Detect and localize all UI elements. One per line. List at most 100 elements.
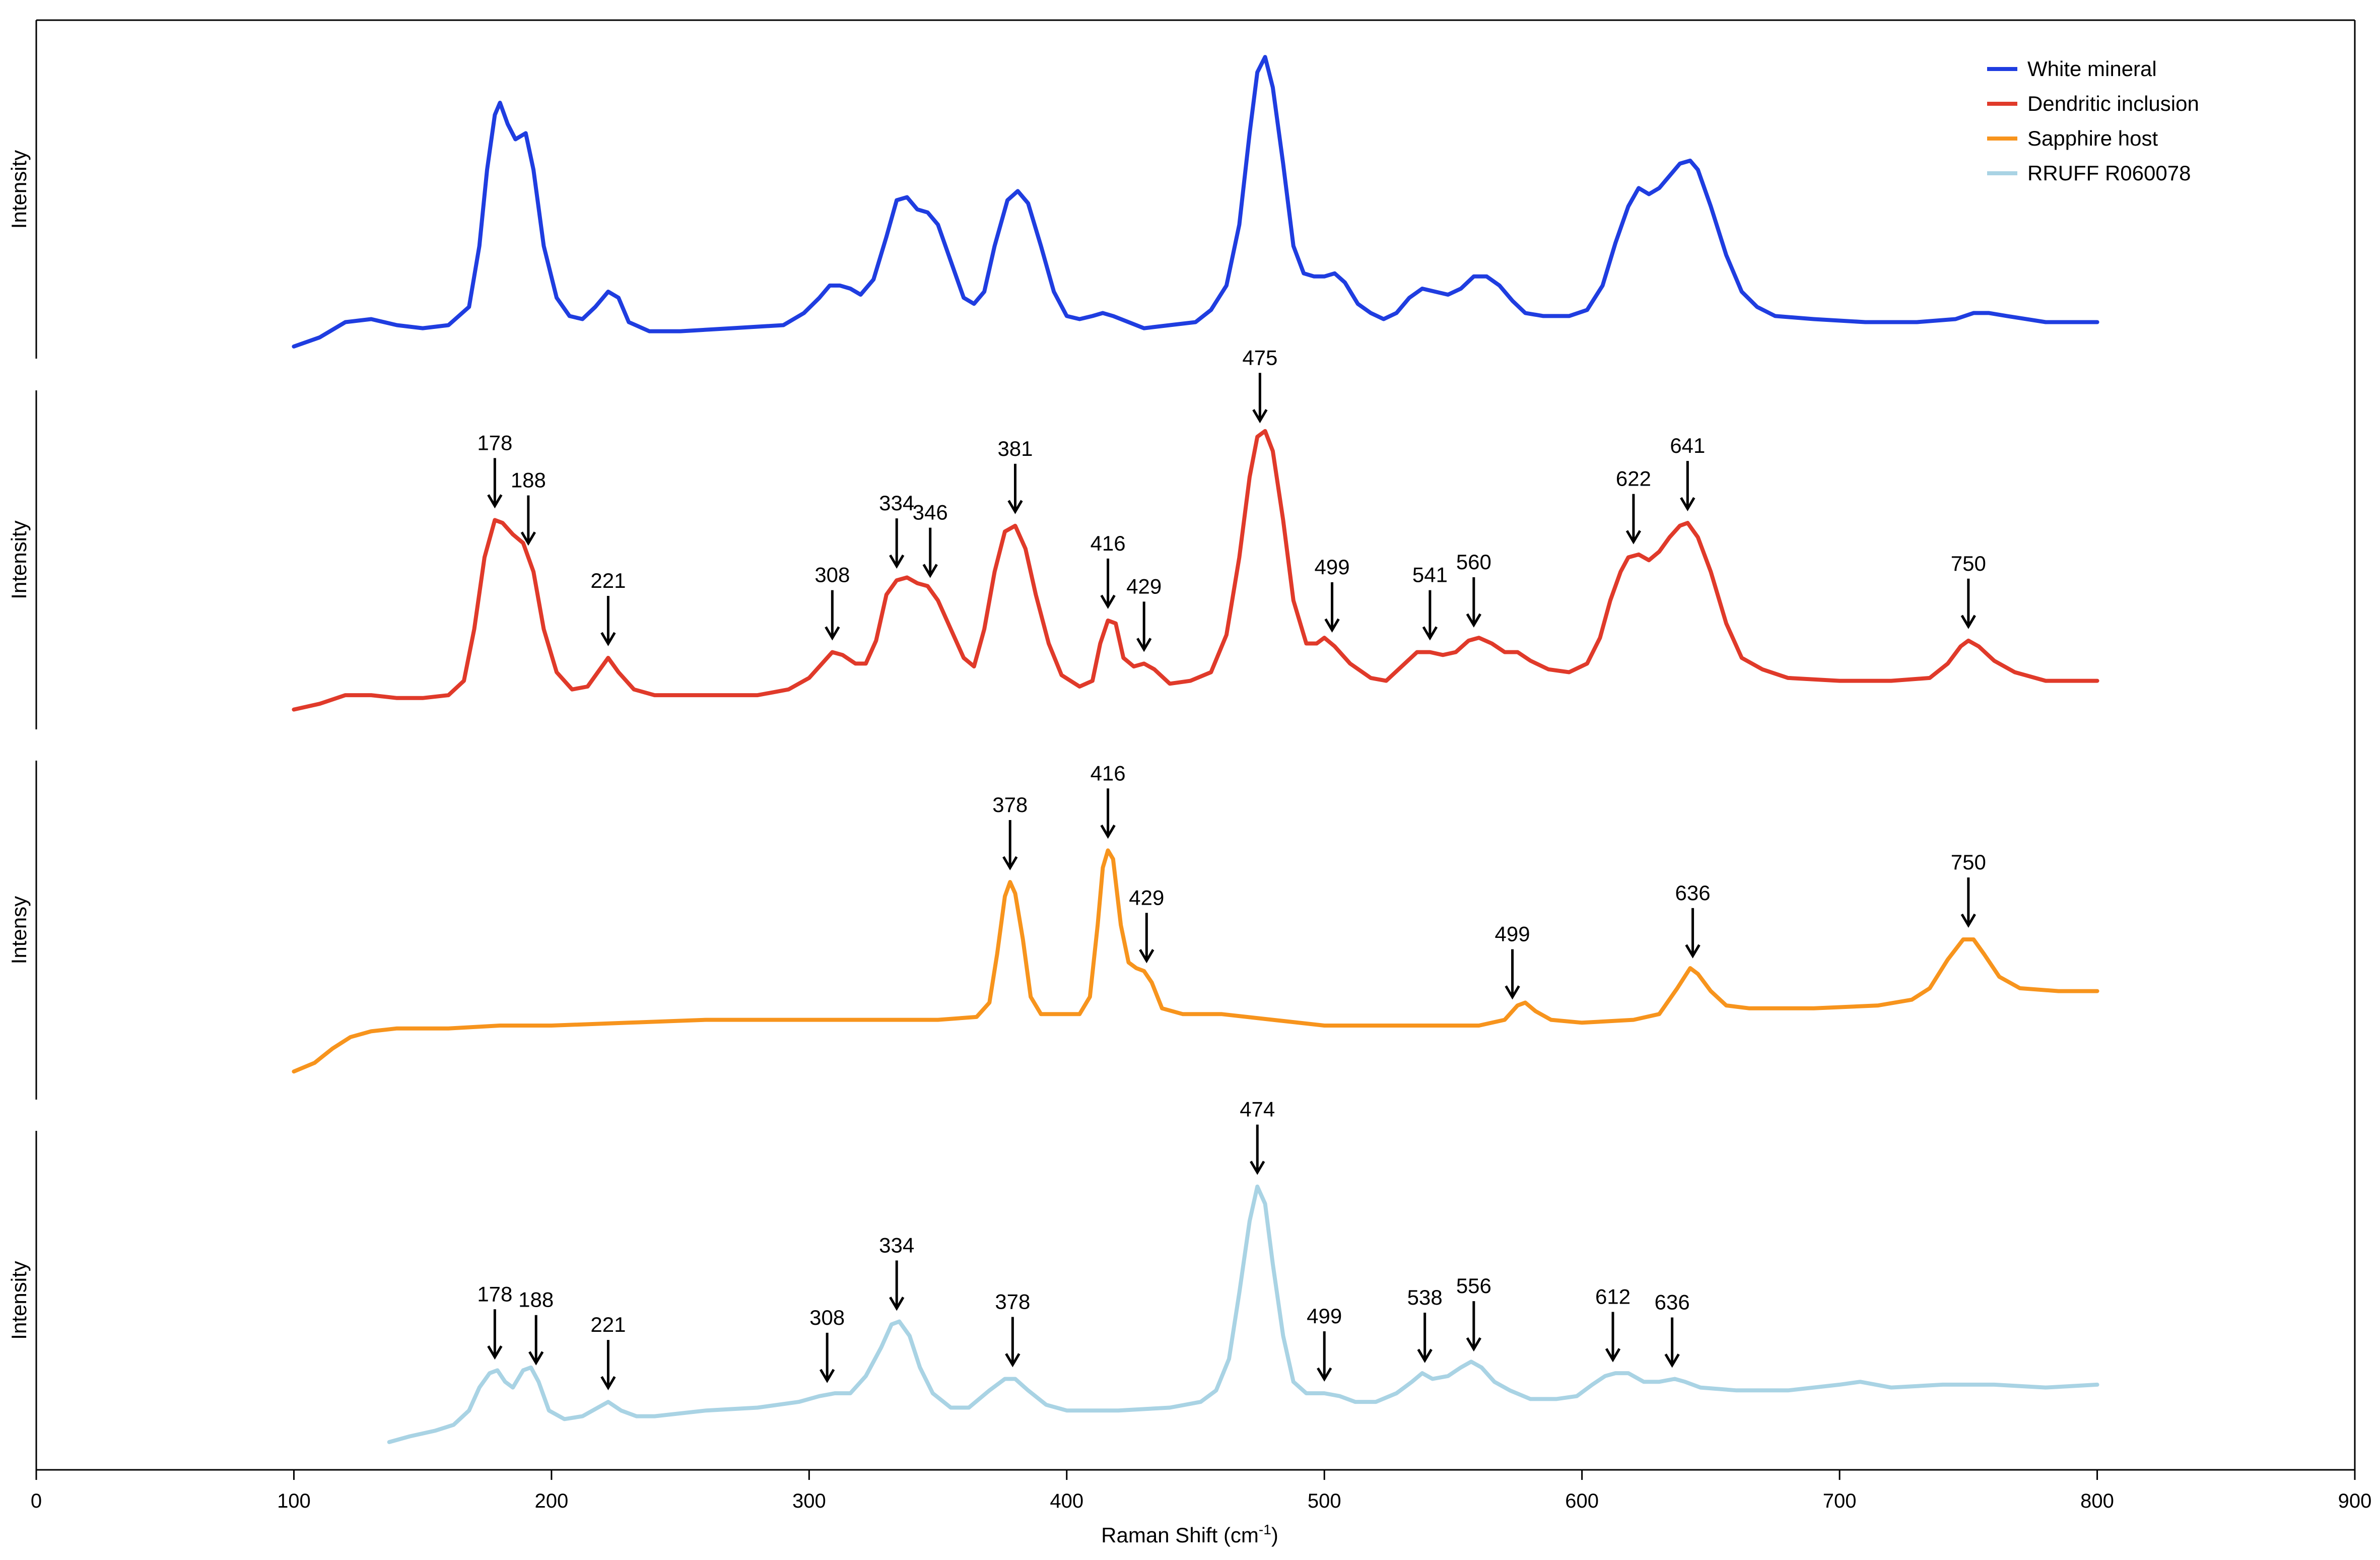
x-tick-label-300: 300 [792, 1490, 826, 1512]
legend-label: RRUFF R060078 [2027, 161, 2191, 185]
peak-arrow-head [1100, 594, 1116, 609]
x-tick-label-0: 0 [31, 1490, 42, 1512]
peak-label: 334 [879, 491, 914, 515]
peak-annotation-221: 221 [590, 1313, 626, 1391]
peak-label: 188 [518, 1288, 554, 1312]
legend-item-dendritic-inclusion: Dendritic inclusion [1987, 92, 2199, 115]
peak-annotation-541: 541 [1412, 563, 1448, 641]
peak-arrow-head [1317, 1367, 1332, 1382]
peak-arrow-head [1100, 825, 1116, 839]
y-axis-label-panel-4: Intensity [7, 1261, 31, 1339]
peak-annotation-538: 538 [1407, 1285, 1443, 1363]
legend-item-sapphire-host: Sapphire host [1987, 126, 2158, 150]
series-line-white-mineral [292, 55, 2099, 349]
peak-annotation-429: 429 [1126, 574, 1162, 652]
peak-label: 221 [590, 1313, 626, 1336]
peak-label: 178 [477, 431, 512, 454]
peak-annotation-556: 556 [1456, 1274, 1491, 1352]
peak-arrow-head [1505, 985, 1520, 1000]
peak-arrow-head [1250, 1161, 1265, 1175]
peak-annotation-381: 381 [997, 437, 1033, 514]
peak-label: 346 [913, 501, 948, 524]
x-tick-label-400: 400 [1050, 1490, 1083, 1512]
x-axis-label: Raman Shift (cm-1) [1101, 1522, 1278, 1547]
peak-annotation-429: 429 [1129, 886, 1164, 964]
legend-item-white-mineral: White mineral [1987, 57, 2157, 81]
peak-arrow-head [1002, 856, 1018, 870]
peak-arrow-head [1324, 618, 1340, 633]
peak-annotation-221: 221 [590, 569, 626, 646]
peak-label: 334 [879, 1233, 914, 1257]
series-line-sapphire-host [292, 848, 2099, 1074]
peak-arrow-head [1466, 613, 1482, 628]
x-tick-label-600: 600 [1565, 1490, 1599, 1512]
x-tick-label-800: 800 [2080, 1490, 2114, 1512]
peak-annotation-499: 499 [1315, 555, 1350, 633]
peak-arrow-head [1417, 1348, 1433, 1363]
series-line-rruff-r060078 [387, 1184, 2099, 1444]
peak-arrow-head [1139, 949, 1154, 964]
y-axis-label-panel-2: Intensity [7, 520, 31, 599]
peak-label: 474 [1240, 1098, 1275, 1121]
peak-label: 499 [1495, 922, 1530, 946]
peak-annotation-475: 475 [1242, 346, 1277, 424]
peak-annotation-178: 178 [477, 1282, 512, 1360]
peak-label: 221 [590, 569, 626, 592]
peak-label: 612 [1595, 1285, 1630, 1309]
peak-arrow-head [1605, 1348, 1621, 1363]
peak-arrow-head [889, 1297, 905, 1311]
peak-arrow-head [600, 1376, 616, 1391]
peak-arrow-head [487, 1345, 503, 1360]
peak-arrow-head [520, 531, 536, 546]
peak-arrow-head [1422, 626, 1438, 641]
legend: White mineral Dendritic inclusion Sapphire… [1987, 57, 2199, 185]
peak-arrow-head [1685, 944, 1701, 959]
peak-annotation-636: 636 [1675, 881, 1711, 959]
peak-label: 560 [1456, 550, 1491, 574]
peak-label: 556 [1456, 1274, 1491, 1298]
peak-arrow-head [1664, 1353, 1680, 1368]
peak-label: 188 [511, 468, 546, 492]
peak-label: 750 [1951, 850, 1986, 874]
peak-annotation-308: 308 [814, 563, 850, 641]
peak-label: 636 [1655, 1290, 1690, 1314]
y-axis-label-panel-1: Intensity [7, 150, 31, 229]
axes-layer: Intensity Intensity Intensy Intensity 0 100 20… [7, 19, 2372, 1512]
peak-label: 378 [992, 793, 1028, 817]
peak-annotation-612: 612 [1595, 1285, 1630, 1363]
peak-annotation-636: 636 [1655, 1290, 1690, 1368]
peak-annotation-346: 346 [913, 501, 948, 578]
peak-label: 416 [1091, 531, 1126, 555]
peak-arrow-head [1680, 497, 1695, 512]
peak-label: 429 [1129, 886, 1164, 909]
x-tick-label-100: 100 [277, 1490, 311, 1512]
peak-label: 750 [1951, 552, 1986, 575]
peak-arrow-head [528, 1351, 544, 1366]
series-layer [292, 55, 2099, 1444]
peak-annotation-416: 416 [1091, 761, 1126, 839]
peak-annotation-188: 188 [511, 468, 546, 546]
peak-label: 381 [997, 437, 1033, 460]
peak-annotation-641: 641 [1670, 434, 1705, 512]
peak-arrow-head [1625, 530, 1642, 545]
peak-annotation-334: 334 [879, 1233, 914, 1311]
peak-label: 378 [995, 1290, 1030, 1314]
peak-annotation-750: 750 [1951, 850, 1986, 928]
peak-arrow-head [1960, 615, 1976, 629]
peak-label: 475 [1242, 346, 1277, 369]
peak-annotation-178: 178 [477, 431, 512, 509]
x-tick-label-900: 900 [2338, 1490, 2372, 1512]
peak-arrow-head [819, 1369, 835, 1383]
peak-label: 538 [1407, 1285, 1443, 1309]
peak-annotation-750: 750 [1951, 552, 1986, 629]
peak-annotation-334: 334 [879, 491, 914, 569]
peak-arrow-head [1960, 913, 1976, 928]
peak-annotation-188: 188 [518, 1288, 554, 1366]
peak-arrow-head [1136, 638, 1152, 652]
peak-arrow-head [1466, 1337, 1482, 1352]
peak-arrow-head [1007, 500, 1023, 514]
peak-label: 499 [1307, 1304, 1342, 1328]
